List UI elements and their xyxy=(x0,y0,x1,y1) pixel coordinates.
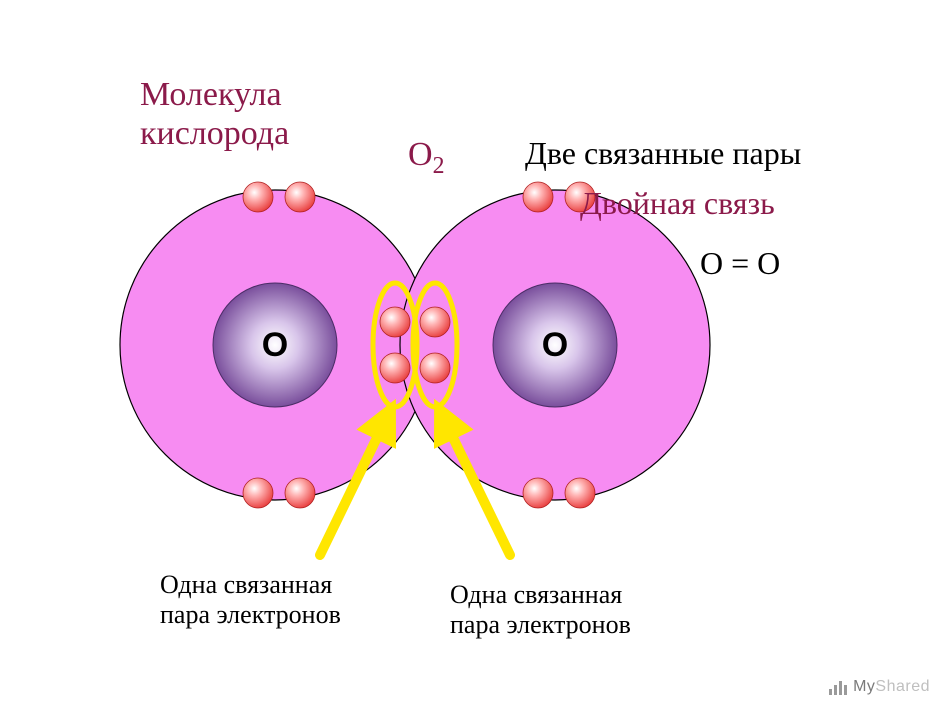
right-pair-line1: Одна связанная xyxy=(450,580,622,609)
electron xyxy=(523,182,553,212)
electron xyxy=(285,478,315,508)
watermark: MyShared xyxy=(829,677,930,697)
o2-sub: 2 xyxy=(433,153,445,179)
electron xyxy=(285,182,315,212)
title-line2: кислорода xyxy=(140,115,289,152)
watermark-my: My xyxy=(853,678,875,695)
electron xyxy=(243,182,273,212)
title-line1: Молекула xyxy=(140,76,282,113)
o2-base: O xyxy=(408,136,433,173)
left-pair-line2: пара электронов xyxy=(160,600,341,629)
double-bond-label: Двойная связь xyxy=(580,185,775,222)
electron xyxy=(243,478,273,508)
electron xyxy=(420,353,450,383)
electron xyxy=(380,353,410,383)
electron xyxy=(380,307,410,337)
electron xyxy=(523,478,553,508)
nucleus-left-label: O xyxy=(262,326,288,364)
o2-formula: O2 xyxy=(408,135,444,180)
watermark-shared: Shared xyxy=(875,678,930,695)
watermark-icon xyxy=(829,677,849,695)
two-pairs-label: Две связанные пары xyxy=(525,135,801,172)
o-eq-o-label: O = O xyxy=(700,245,780,282)
left-pair-caption: Одна связанная пара электронов xyxy=(160,570,341,630)
title-label: Молекула кислорода xyxy=(140,75,289,153)
right-pair-line2: пара электронов xyxy=(450,610,631,639)
electron xyxy=(565,478,595,508)
nucleus-right-label: O xyxy=(542,326,568,364)
right-pair-caption: Одна связанная пара электронов xyxy=(450,580,631,640)
electron xyxy=(420,307,450,337)
left-pair-line1: Одна связанная xyxy=(160,570,332,599)
